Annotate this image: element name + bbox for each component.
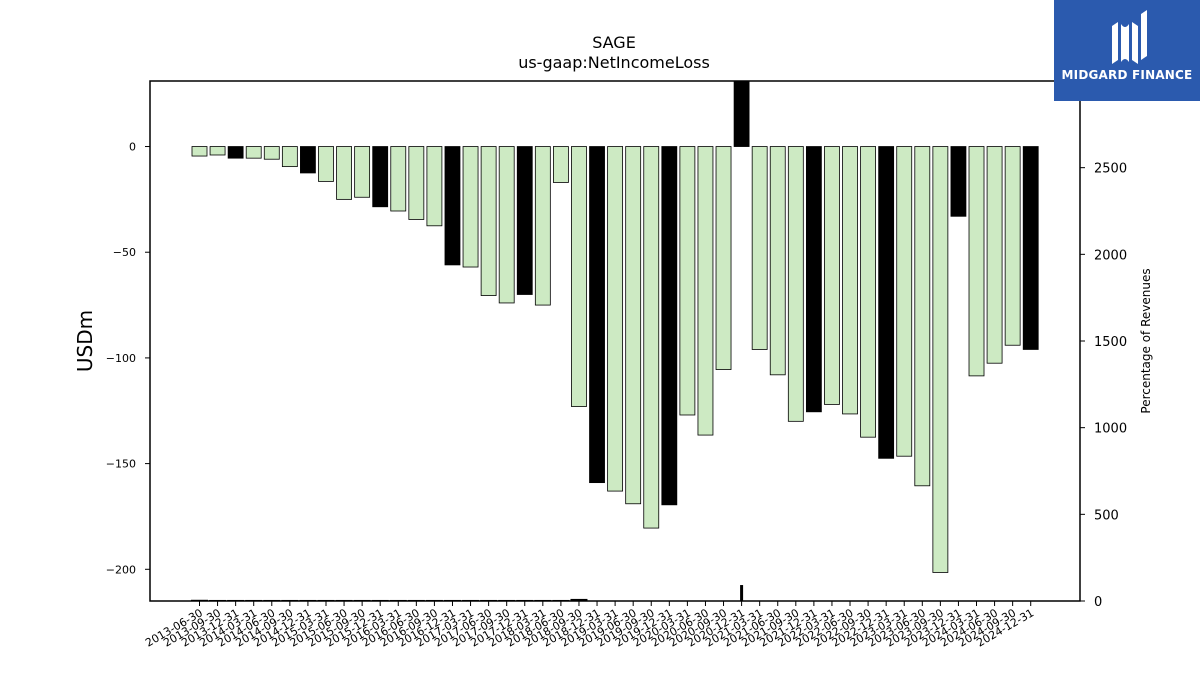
bar-2014-09-30 — [281, 146, 298, 168]
bar-2021-03-31 — [751, 146, 768, 350]
x-axis: 2013-06-302013-09-302013-12-312014-03-31… — [143, 601, 1036, 650]
bar-2015-03-31 — [318, 146, 334, 182]
bar-2018-06-30 — [553, 146, 569, 183]
bar-2018-03-31 — [534, 146, 551, 306]
bar-2024-09-30 — [1004, 146, 1021, 346]
bar-2023-12-31 — [950, 146, 967, 217]
bar-2021-12-31 — [805, 146, 822, 413]
bar-2020-12-31 — [733, 80, 750, 147]
y-axis-label: USDm — [73, 310, 97, 372]
chart-title: SAGE — [592, 33, 636, 52]
brand-logo: MIDGARD FINANCE — [1054, 0, 1200, 101]
bar-2020-06-30 — [697, 146, 714, 436]
y-tick-label: −50 — [113, 246, 136, 259]
bar-2019-09-30 — [643, 146, 660, 529]
bar-2015-12-31 — [372, 146, 389, 208]
bar-2019-06-30 — [625, 146, 642, 505]
bar-2022-09-30 — [860, 146, 876, 438]
bar-2013-06-30 — [191, 146, 208, 157]
bar-2013-12-31 — [227, 146, 244, 159]
bar-2023-03-31 — [896, 146, 913, 457]
bar-2022-03-31 — [824, 146, 840, 405]
pct-bar-2018-09-30 — [570, 598, 588, 601]
bar-2024-12-31 — [1022, 146, 1039, 350]
bar-2022-06-30 — [842, 146, 858, 415]
bar-2014-06-30 — [263, 146, 280, 160]
bar-2018-09-30 — [571, 146, 587, 407]
bar-2020-09-30 — [715, 146, 732, 370]
bar-2018-12-31 — [589, 146, 605, 484]
bar-2021-09-30 — [787, 146, 804, 422]
bar-2016-09-30 — [426, 146, 443, 227]
y-tick-label: −200 — [106, 563, 136, 576]
bar-2022-12-31 — [878, 146, 895, 459]
y-right-tick-label: 1000 — [1094, 422, 1127, 437]
bar-2013-09-30 — [209, 146, 226, 156]
chart-subtitle: us-gaap:NetIncomeLoss — [518, 53, 710, 72]
bar-2014-03-31 — [245, 146, 262, 159]
bar-2017-06-30 — [480, 146, 497, 296]
bar-2023-06-30 — [914, 146, 931, 487]
pct-bars-group — [191, 585, 744, 601]
bar-2017-12-31 — [516, 146, 533, 295]
y-axis-left: 0 −50 −100 −150 −200 — [106, 141, 150, 576]
y-axis-label-right: Percentage of Revenues — [1139, 268, 1153, 413]
y-tick-label: −150 — [106, 458, 136, 471]
bar-2023-09-30 — [932, 146, 949, 573]
bar-2015-09-30 — [354, 146, 371, 198]
bar-2016-12-31 — [444, 146, 461, 266]
midgard-logo-icon — [1112, 10, 1147, 64]
bar-2021-06-30 — [769, 146, 786, 376]
y-right-tick-label: 1500 — [1094, 335, 1127, 350]
bar-2019-03-31 — [607, 146, 624, 492]
bar-2016-06-30 — [408, 146, 425, 220]
bar-2016-03-31 — [390, 146, 407, 212]
y-tick-label: 0 — [129, 141, 136, 154]
bars-group — [191, 80, 1039, 573]
pct-bar-2020-12-31 — [740, 585, 744, 601]
y-axis-right: 0 500 1000 1500 2000 2500 — [1080, 162, 1127, 610]
bar-2024-06-30 — [986, 146, 1003, 364]
bar-2024-03-31 — [968, 146, 985, 377]
bar-2014-12-31 — [300, 146, 316, 174]
y-right-tick-label: 2000 — [1094, 248, 1127, 263]
y-right-tick-label: 500 — [1094, 508, 1119, 523]
y-right-tick-label: 2500 — [1094, 162, 1127, 177]
bar-2020-03-31 — [679, 146, 696, 416]
y-tick-label: −100 — [106, 352, 136, 365]
bar-2015-06-30 — [336, 146, 352, 200]
bar-2017-03-31 — [462, 146, 479, 268]
y-right-tick-label: 0 — [1094, 595, 1102, 610]
brand-logo-text: MIDGARD FINANCE — [1061, 68, 1193, 82]
bar-2019-12-31 — [661, 146, 678, 506]
bar-2017-09-30 — [498, 146, 515, 304]
